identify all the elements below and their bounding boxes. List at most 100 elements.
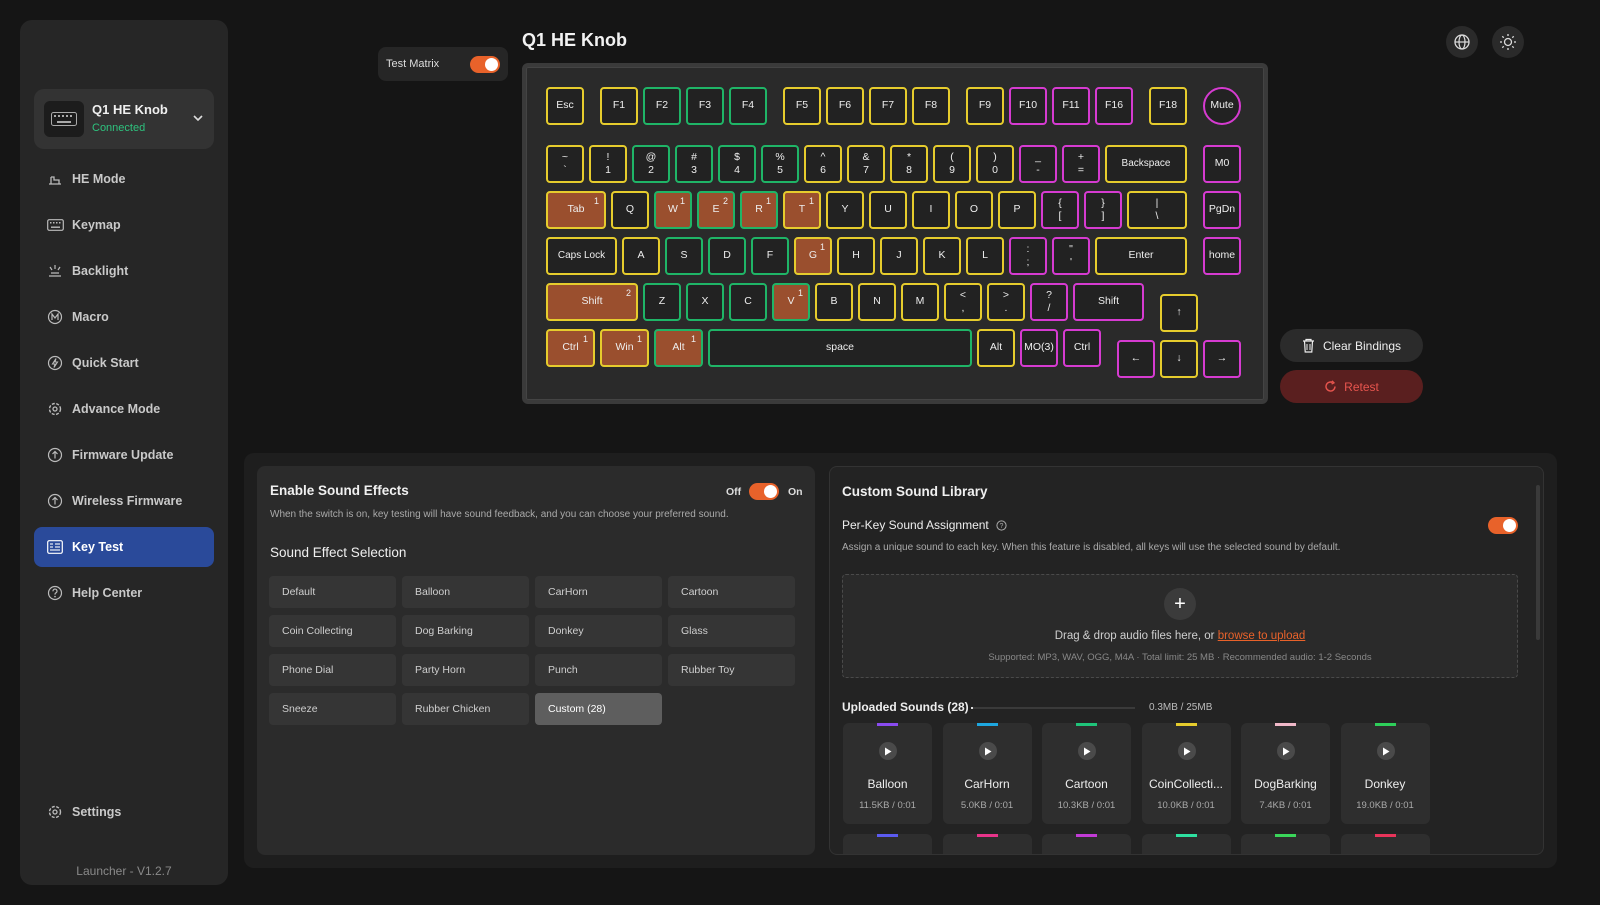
key-f10[interactable]: F10 [1009,87,1047,125]
key-f5[interactable]: F5 [783,87,821,125]
sound-card[interactable]: CarHorn 5.0KB / 0:01 [942,723,1032,824]
sound-card[interactable] [1241,834,1330,854]
key-y[interactable]: Y [826,191,864,229]
key-[interactable]: * 8 [890,145,928,183]
sidebar-item-keymap[interactable]: Keymap [34,205,214,245]
key-[interactable]: ! 1 [589,145,627,183]
key-a[interactable]: A [622,237,660,275]
sound-card[interactable] [1042,834,1131,854]
key-home[interactable]: home [1203,237,1241,275]
key-c[interactable]: C [729,283,767,321]
key-[interactable]: ~ ` [546,145,584,183]
sound-option[interactable]: Rubber Toy [668,654,795,686]
sound-option[interactable]: Donkey [535,615,662,647]
key-[interactable]: >. [987,283,1025,321]
sound-option[interactable]: Glass [668,615,795,647]
sound-card[interactable] [1141,834,1231,854]
sound-option[interactable]: Custom (28) [535,693,662,725]
key-win[interactable]: Win 1 [600,329,649,367]
globe-icon[interactable] [1446,26,1478,58]
key-[interactable]: + = [1062,145,1100,183]
key-f3[interactable]: F3 [686,87,724,125]
key-h[interactable]: H [837,237,875,275]
info-icon[interactable]: ? [996,519,1007,531]
sound-card[interactable] [843,834,932,854]
key-ctrl[interactable]: Ctrl [1063,329,1101,367]
sound-card[interactable]: Donkey 19.0KB / 0:01 [1340,723,1430,824]
library-scrollbar[interactable] [1536,485,1540,640]
key-j[interactable]: J [880,237,918,275]
key-f7[interactable]: F7 [869,87,907,125]
key-z[interactable]: Z [643,283,681,321]
sidebar-item-quick-start[interactable]: Quick Start [34,343,214,383]
sound-option[interactable]: Default [269,576,396,608]
sidebar-item-settings[interactable]: Settings [34,792,214,832]
sound-option[interactable]: Dog Barking [402,615,529,647]
sound-card[interactable]: CoinCollecti... 10.0KB / 0:01 [1141,723,1231,824]
key-mute[interactable]: Mute [1203,87,1241,125]
key-x[interactable]: X [686,283,724,321]
key-l[interactable]: L [966,237,1004,275]
play-icon[interactable] [1277,742,1295,760]
sound-option[interactable]: Coin Collecting [269,615,396,647]
sidebar-item-macro[interactable]: Macro [34,297,214,337]
key-[interactable]: % 5 [761,145,799,183]
sidebar-item-help-center[interactable]: Help Center [34,573,214,613]
sound-card[interactable]: DogBarking 7.4KB / 0:01 [1241,723,1330,824]
sound-option[interactable]: Punch [535,654,662,686]
key-[interactable]: :; [1009,237,1047,275]
key-alt[interactable]: Alt [977,329,1015,367]
key-[interactable]: → [1203,340,1241,378]
sound-option[interactable]: Balloon [402,576,529,608]
per-key-toggle[interactable] [1488,517,1518,534]
sound-option[interactable]: Cartoon [668,576,795,608]
key-d[interactable]: D [708,237,746,275]
key-b[interactable]: B [815,283,853,321]
sound-option[interactable]: CarHorn [535,576,662,608]
sound-card[interactable]: Cartoon 10.3KB / 0:01 [1042,723,1131,824]
key-[interactable]: }] [1084,191,1122,229]
sidebar-item-key-test[interactable]: Key Test [34,527,214,567]
key-f2[interactable]: F2 [643,87,681,125]
key-shift[interactable]: Shift 2 [546,283,638,321]
key-tab[interactable]: Tab 1 [546,191,606,229]
key-space[interactable]: space [708,329,972,367]
key-enter[interactable]: Enter [1095,237,1187,275]
key-p[interactable]: P [998,191,1036,229]
key-[interactable]: | \ [1127,191,1187,229]
play-icon[interactable] [978,742,997,760]
key-pgdn[interactable]: PgDn [1203,191,1241,229]
key-k[interactable]: K [923,237,961,275]
key-f16[interactable]: F16 [1095,87,1133,125]
play-icon[interactable] [1078,742,1096,760]
key-[interactable]: & 7 [847,145,885,183]
key-alt[interactable]: Alt 1 [654,329,703,367]
key-i[interactable]: I [912,191,950,229]
sound-option[interactable]: Sneeze [269,693,396,725]
key-[interactable]: ← [1117,340,1155,378]
key-m0[interactable]: M0 [1203,145,1241,183]
clear-bindings-button[interactable]: Clear Bindings [1280,329,1423,362]
key-s[interactable]: S [665,237,703,275]
key-[interactable]: (9 [933,145,971,183]
key-[interactable]: $4 [718,145,756,183]
key-n[interactable]: N [858,283,896,321]
key-[interactable]: ↓ [1160,340,1198,378]
key-[interactable]: @2 [632,145,670,183]
key-f8[interactable]: F8 [912,87,950,125]
sound-card[interactable] [942,834,1032,854]
retest-button[interactable]: Retest [1280,370,1423,403]
key-esc[interactable]: Esc [546,87,584,125]
key-ctrl[interactable]: Ctrl 1 [546,329,595,367]
key-[interactable]: ^ 6 [804,145,842,183]
sound-option[interactable]: Rubber Chicken [402,693,529,725]
key-u[interactable]: U [869,191,907,229]
test-matrix-toggle[interactable] [470,56,500,73]
key-[interactable]: _ - [1019,145,1057,183]
key-[interactable]: #3 [675,145,713,183]
audio-dropzone[interactable]: + Drag & drop audio files here, or brows… [842,574,1518,678]
